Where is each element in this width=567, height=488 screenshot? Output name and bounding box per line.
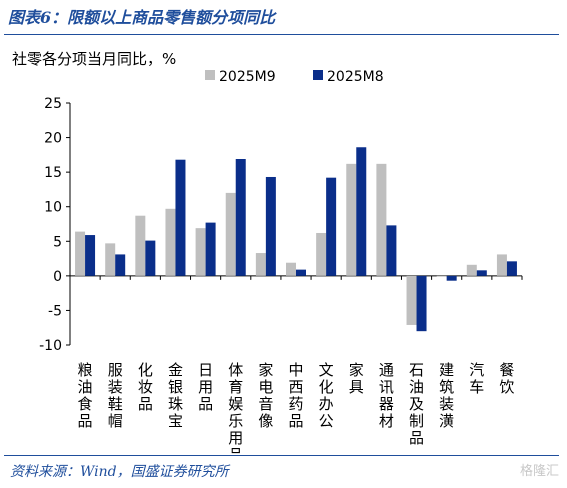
bar-2025M9-化妆品 <box>135 215 146 276</box>
y-tick-label: 20 <box>44 131 62 147</box>
legend-label: 2025M9 <box>219 69 276 85</box>
top-rule <box>4 34 559 35</box>
x-category-label: 建筑装潢 <box>439 361 454 430</box>
watermark-logo: 格隆汇 <box>519 464 559 479</box>
legend: 2025M9 2025M8 <box>205 69 384 85</box>
x-category-label: 化妆品 <box>138 361 153 413</box>
x-category-label: 文化办公 <box>319 361 334 430</box>
x-category-label: 通讯器材 <box>379 361 394 430</box>
legend-swatch <box>313 70 323 80</box>
bar-2025M8-家具 <box>356 147 367 276</box>
bar-2025M9-粮油食品 <box>75 231 86 276</box>
x-category-label: 日用品 <box>198 361 213 413</box>
source-note: 资料来源：Wind，国盛证券研究所 <box>10 464 229 480</box>
bar-2025M9-文化办公 <box>316 232 327 276</box>
y-tick-label: 0 <box>53 269 62 285</box>
x-category-label: 体育娱乐用品 <box>228 361 243 455</box>
bar-2025M8-文化办公 <box>326 177 337 276</box>
y-tick-label: 5 <box>53 234 62 250</box>
legend-label: 2025M8 <box>327 69 384 85</box>
axes: -10 -5 0 5 10 15 20 25 <box>39 96 523 354</box>
y-tick-label: 10 <box>44 200 62 216</box>
bar-2025M8-服装鞋帽 <box>115 254 126 276</box>
y-tick-label: -5 <box>48 303 62 319</box>
bar-2025M9-日用品 <box>195 228 206 276</box>
figure-title: 图表6：限额以上商品零售额分项同比 <box>8 8 276 27</box>
chart-title: 社零各分项当月同比，% <box>12 50 176 68</box>
bar-2025M8-中西药品 <box>296 269 306 276</box>
y-tick-label: -10 <box>39 338 62 354</box>
bar-2025M8-建筑装潢 <box>446 275 457 281</box>
bar-2025M8-家电音像 <box>265 176 276 276</box>
bar-2025M9-中西药品 <box>286 262 296 276</box>
bar-2025M8-金银珠宝 <box>175 159 186 276</box>
bar-2025M8-粮油食品 <box>85 235 96 276</box>
bar-2025M8-汽车 <box>476 270 487 276</box>
x-category-label: 服装鞋帽 <box>108 361 123 430</box>
x-category-label: 家具 <box>349 361 364 396</box>
bar-2025M8-化妆品 <box>145 240 156 276</box>
x-category-label: 金银珠宝 <box>168 361 183 430</box>
x-category-label: 石油及制品 <box>409 361 424 447</box>
x-category-label: 家电音像 <box>258 361 273 430</box>
x-category-label: 中西药品 <box>288 361 303 430</box>
bar-2025M9-餐饮 <box>496 254 507 276</box>
bar-2025M8-石油及制品 <box>416 275 427 332</box>
bar-2025M9-家电音像 <box>255 253 266 276</box>
bar-2025M9-建筑装潢 <box>436 275 447 277</box>
bar-2025M8-通讯器材 <box>386 225 397 276</box>
x-category-label: 粮油食品 <box>78 361 93 430</box>
bar-2025M9-服装鞋帽 <box>105 243 116 276</box>
bar-2025M8-日用品 <box>205 222 216 276</box>
bar-2025M9-通讯器材 <box>376 163 387 276</box>
bar-chart: 社零各分项当月同比，% 2025M9 2025M8 -10-50510152025… <box>12 50 523 455</box>
y-tick-label: 25 <box>44 96 62 112</box>
bar-2025M9-石油及制品 <box>406 275 417 325</box>
bar-2025M9-体育娱乐用品 <box>225 192 236 276</box>
x-category-label: 餐饮 <box>499 361 514 396</box>
bottom-rule <box>4 455 559 456</box>
bar-2025M9-金银珠宝 <box>165 208 176 276</box>
bar-2025M8-体育娱乐用品 <box>235 159 246 276</box>
bars <box>75 147 517 332</box>
y-tick-label: 15 <box>44 165 62 181</box>
bar-2025M9-汽车 <box>466 264 477 276</box>
x-category-label: 汽车 <box>469 361 484 396</box>
bar-2025M9-家具 <box>346 163 357 276</box>
legend-swatch <box>205 70 215 80</box>
bar-2025M8-餐饮 <box>506 261 517 276</box>
